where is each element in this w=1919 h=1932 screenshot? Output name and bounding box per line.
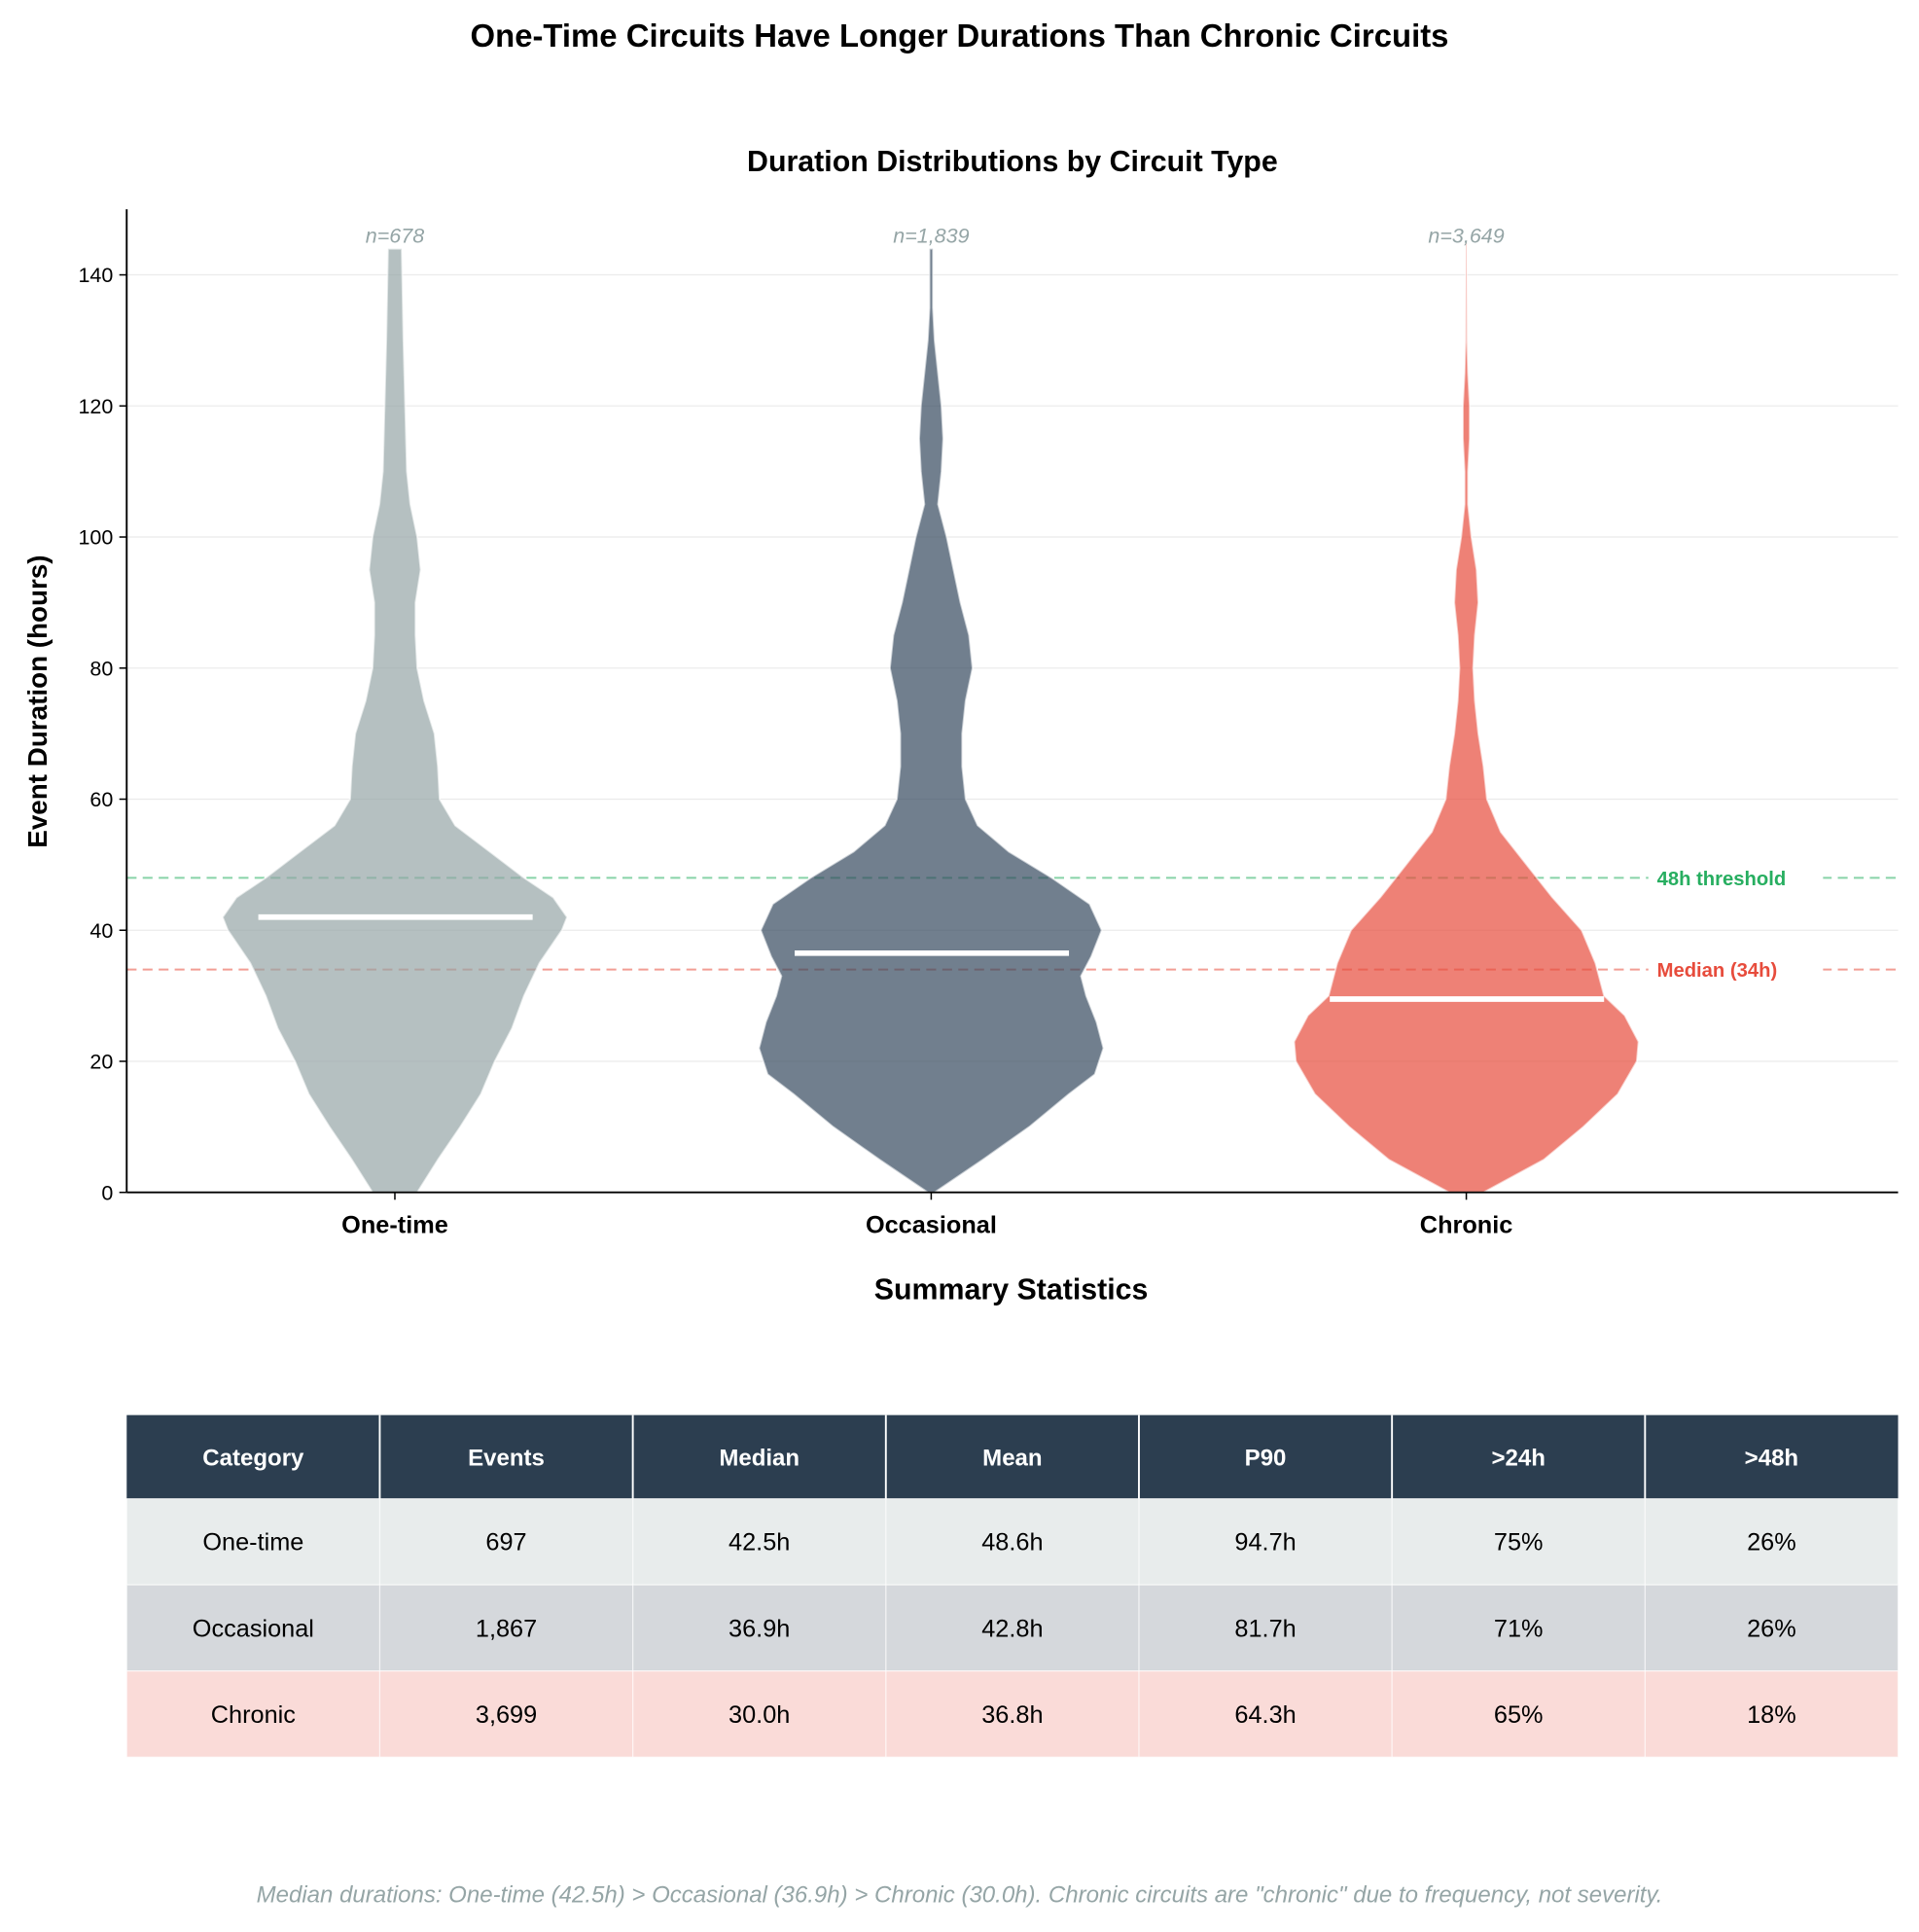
n-label: n=1,839 — [893, 224, 969, 247]
table-cell: 42.8h — [981, 1615, 1043, 1642]
x-tick-label: Chronic — [1420, 1211, 1513, 1238]
reference-label: Median (34h) — [1657, 960, 1778, 982]
violin-chronic — [1293, 240, 1640, 1194]
column-header: Events — [468, 1445, 545, 1471]
table-cell: 94.7h — [1234, 1529, 1296, 1556]
chart-title: Duration Distributions by Circuit Type — [747, 146, 1278, 178]
table-cell: 30.0h — [729, 1701, 790, 1729]
n-label: n=3,649 — [1428, 224, 1504, 247]
table-cell: 64.3h — [1234, 1701, 1296, 1729]
table-cell: 36.9h — [729, 1615, 790, 1642]
y-tick-label: 20 — [89, 1051, 113, 1074]
table-cell: 75% — [1494, 1529, 1544, 1556]
summary-table: Category Events Median Mean P90 >24h >48h One-t… — [125, 1414, 1900, 1758]
column-header: Category — [202, 1445, 304, 1471]
table-cell: 71% — [1494, 1615, 1544, 1642]
table-cell: 18% — [1747, 1701, 1796, 1729]
y-tick-label: 40 — [89, 919, 113, 943]
y-tick-label: 120 — [78, 395, 113, 418]
column-header: >24h — [1492, 1445, 1546, 1471]
y-tick-label: 100 — [78, 526, 113, 550]
y-tick-label: 140 — [78, 264, 113, 287]
table-cell: 81.7h — [1234, 1615, 1296, 1642]
table-cell: 1,867 — [476, 1615, 537, 1642]
table-cell: 26% — [1747, 1529, 1796, 1556]
n-label: n=678 — [366, 224, 424, 247]
figure-title: One-Time Circuits Have Longer Durations … — [471, 18, 1449, 54]
x-tick-label: Occasional — [866, 1211, 997, 1238]
footnote: Median durations: One-time (42.5h) > Occ… — [257, 1881, 1663, 1908]
axes: 0 20 40 60 80 100 120 140 One-time Occasional Chro… — [78, 209, 1899, 1238]
table-cell: 26% — [1747, 1615, 1796, 1642]
table-row — [125, 1498, 1900, 1586]
y-tick-label: 80 — [89, 657, 113, 680]
table-cell: 48.6h — [981, 1529, 1043, 1556]
column-header: >48h — [1745, 1445, 1798, 1471]
violin-occasional — [758, 247, 1105, 1194]
table-cell: 42.5h — [729, 1529, 790, 1556]
column-header: Median — [719, 1445, 800, 1471]
x-tick-label: One-time — [341, 1211, 448, 1238]
table-cell: 36.8h — [981, 1701, 1043, 1729]
table-row — [125, 1670, 1900, 1758]
table-header-row — [126, 1414, 1899, 1499]
y-axis-label: Event Duration (hours) — [22, 555, 53, 847]
violin-one-time — [221, 247, 568, 1194]
table-cell: Chronic — [211, 1701, 296, 1729]
table-row — [125, 1584, 1900, 1672]
column-header: P90 — [1245, 1445, 1287, 1471]
table-cell: 65% — [1494, 1701, 1544, 1729]
table-cell: 3,699 — [476, 1701, 537, 1729]
reference-label: 48h threshold — [1657, 869, 1787, 890]
table-cell: One-time — [202, 1529, 303, 1556]
reference-label-bg — [1648, 955, 1824, 984]
table-cell: 697 — [485, 1529, 526, 1556]
violins: n=678 n=1,839 n=3,649 — [221, 224, 1640, 1194]
reference-label-bg — [1648, 864, 1824, 892]
y-tick-label: 0 — [101, 1181, 113, 1204]
y-tick-label: 60 — [89, 788, 113, 811]
column-header: Mean — [982, 1445, 1042, 1471]
table-cell: Occasional — [193, 1615, 314, 1642]
table-title: Summary Statistics — [874, 1274, 1149, 1306]
